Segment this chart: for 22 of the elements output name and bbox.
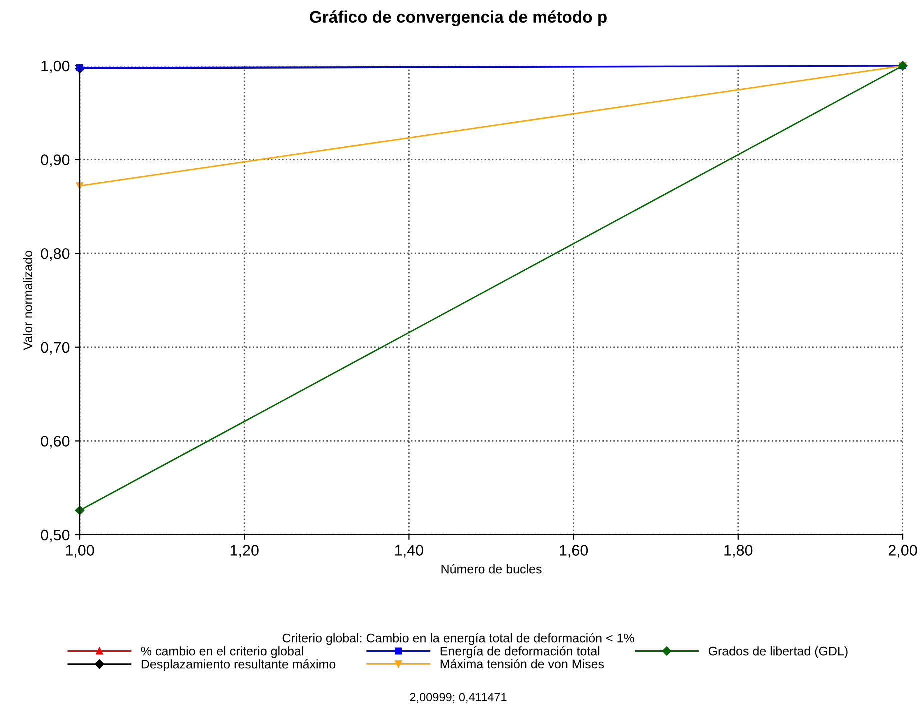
x-tick-label: 1,00 bbox=[66, 545, 94, 558]
legend-label: Grados de libertad (GDL) bbox=[708, 646, 848, 658]
y-tick-label: 0,50 bbox=[41, 530, 70, 542]
legend-label: Desplazamiento resultante máximo bbox=[142, 659, 336, 672]
text: 2,00999; 0,411471 bbox=[410, 693, 507, 703]
y-axis-title: Valor normalizado bbox=[23, 251, 33, 350]
x-tick-label: 1,60 bbox=[560, 545, 588, 558]
legend-title: Criterio global: Cambio en la energía total de deformación < 1% bbox=[282, 633, 634, 646]
legend-label: % cambio en el criterio global bbox=[141, 646, 304, 658]
x-tick-label: 2,00 bbox=[888, 545, 917, 558]
y-tick-label: 0,60 bbox=[41, 436, 70, 449]
y-tick-label: 1,00 bbox=[42, 60, 70, 74]
y-tick-label: 0,70 bbox=[41, 342, 70, 355]
legend-label: Máxima tensión de von Mises bbox=[440, 659, 604, 669]
y-tick-label: 0,90 bbox=[41, 154, 70, 168]
chart-title: Gráfico de convergencia de método p bbox=[310, 10, 607, 26]
legend-label: Energía de deformación total bbox=[440, 646, 600, 658]
x-tick-label: 1,40 bbox=[396, 545, 424, 558]
y-tick-label: 0,80 bbox=[41, 248, 70, 262]
x-tick-label: 1,80 bbox=[724, 545, 753, 558]
x-axis-title: Número de bucles bbox=[442, 564, 542, 574]
x-tick-label: 1,20 bbox=[230, 545, 259, 558]
